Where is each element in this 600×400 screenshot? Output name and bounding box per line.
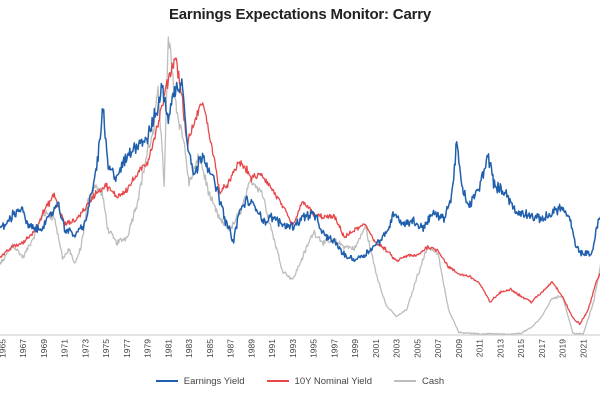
legend-label: 10Y Nominal Yield (294, 375, 372, 387)
x-tick-label: 1967 (18, 339, 28, 358)
legend: Earnings Yield 10Y Nominal Yield Cash (0, 373, 600, 389)
x-tick-label: 1979 (143, 339, 153, 358)
x-tick-label: 1973 (80, 339, 90, 358)
x-tick-label: 1995 (309, 339, 319, 358)
series-line-10y-nominal-yield (0, 57, 600, 326)
x-tick-label: 1971 (60, 339, 70, 358)
x-tick-label: 1985 (205, 339, 215, 358)
x-tick-label: 1965 (0, 339, 7, 358)
x-tick-label: 1975 (101, 339, 111, 358)
series-line-earnings-yield (0, 78, 600, 263)
x-tick-label: 2009 (454, 339, 464, 358)
x-tick-label: 1987 (226, 339, 236, 358)
legend-item: 10Y Nominal Yield (266, 373, 372, 389)
x-tick-label: 2015 (516, 339, 526, 358)
x-tick-label: 2007 (433, 339, 443, 358)
x-tick-label: 1977 (122, 339, 132, 358)
x-tick-label: 1993 (288, 339, 298, 358)
chart-title: Earnings Expectations Monitor: Carry (168, 6, 432, 23)
x-tick-label: 2005 (412, 339, 422, 358)
legend-item: Earnings Yield (155, 373, 245, 389)
x-tick-label: 1999 (350, 339, 360, 358)
x-tick-label: 1991 (267, 339, 277, 358)
x-tick-label: 2019 (558, 339, 568, 358)
legend-label: Earnings Yield (183, 375, 245, 387)
series-layer (0, 36, 600, 336)
x-tick-label: 2017 (537, 339, 547, 358)
x-tick-label: 1969 (39, 339, 49, 358)
x-tick-label: 2001 (371, 339, 381, 358)
legend-item: Cash (394, 373, 444, 389)
legend-swatch (155, 380, 178, 382)
x-tick-label: 1981 (163, 339, 173, 358)
x-tick-label: 2003 (392, 339, 402, 358)
x-tick-label: 1989 (246, 339, 256, 358)
legend-label: Cash (422, 375, 445, 387)
x-tick-labels: 1965 1967 1969 1971 1973 1975 1977 1979 1981 1983… (0, 339, 600, 358)
series-line-cash (0, 36, 600, 336)
x-tick-label: 2021 (578, 339, 588, 358)
legend-swatch (394, 380, 416, 382)
x-tick-label: 2011 (475, 339, 485, 358)
x-tick-label: 1997 (329, 339, 339, 358)
x-tick-label: 1983 (184, 339, 194, 358)
x-tick-label: 2013 (495, 339, 505, 358)
legend-swatch (266, 380, 289, 382)
